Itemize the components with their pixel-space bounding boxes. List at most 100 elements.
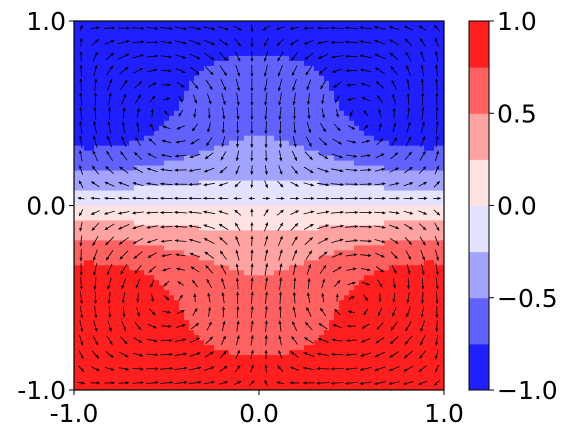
- contour-cell: [374, 110, 380, 117]
- contour-cell: [389, 290, 395, 296]
- contour-cell: [129, 125, 135, 132]
- contour-cell: [109, 125, 115, 132]
- contour-cell: [329, 315, 335, 321]
- contour-cell: [294, 40, 300, 47]
- contour-cell: [354, 220, 360, 227]
- contour-cell: [229, 175, 235, 182]
- contour-cell: [169, 345, 175, 351]
- contour-cell: [419, 295, 425, 301]
- contour-cell: [169, 290, 175, 296]
- contour-cell: [239, 340, 245, 346]
- contour-cell: [144, 335, 150, 341]
- contour-cell: [244, 35, 250, 42]
- contour-cell: [309, 170, 315, 177]
- contour-cell: [344, 335, 350, 341]
- contour-cell: [269, 30, 275, 37]
- contour-cell: [304, 185, 310, 192]
- contour-cell: [134, 270, 140, 276]
- contour-cell: [194, 125, 200, 132]
- contour-cell: [194, 115, 200, 122]
- contour-cell: [389, 170, 395, 177]
- contour-cell: [79, 320, 85, 326]
- contour-cell: [424, 25, 430, 32]
- contour-cell: [79, 290, 85, 296]
- contour-cell: [279, 265, 285, 271]
- contour-cell: [99, 345, 105, 351]
- contour-cell: [174, 165, 180, 172]
- contour-cell: [344, 25, 350, 32]
- contour-cell: [394, 295, 400, 301]
- contour-cell: [109, 335, 115, 341]
- contour-cell: [194, 85, 200, 92]
- contour-cell: [114, 255, 120, 261]
- contour-cell: [104, 300, 110, 306]
- contour-cell: [414, 140, 420, 147]
- contour-cell: [344, 185, 350, 192]
- contour-cell: [79, 140, 85, 147]
- contour-cell: [409, 205, 415, 212]
- contour-cell: [319, 145, 325, 152]
- contour-cell: [129, 105, 135, 112]
- contour-cell: [264, 315, 270, 321]
- contour-cell: [354, 95, 360, 102]
- contour-cell: [374, 140, 380, 147]
- contour-cell: [354, 125, 360, 132]
- contour-cell: [364, 255, 370, 261]
- contour-cell: [179, 140, 185, 147]
- contour-cell: [394, 305, 400, 311]
- contour-cell: [439, 265, 444, 271]
- contour-cell: [279, 240, 285, 246]
- contour-cell: [294, 190, 300, 197]
- contour-cell: [99, 315, 105, 321]
- contour-cell: [194, 75, 200, 82]
- contour-cell: [104, 315, 110, 321]
- contour-cell: [214, 115, 220, 122]
- contour-cell: [159, 165, 165, 172]
- contour-cell: [159, 315, 165, 321]
- contour-cell: [424, 75, 430, 82]
- contour-cell: [239, 120, 245, 127]
- contour-cell: [134, 40, 140, 47]
- contour-cell: [414, 135, 420, 142]
- contour-cell: [404, 265, 410, 271]
- contour-cell: [219, 185, 225, 192]
- contour-cell: [329, 300, 335, 306]
- contour-cell: [184, 110, 190, 117]
- contour-cell: [404, 310, 410, 316]
- contour-cell: [379, 245, 385, 251]
- contour-cell: [229, 250, 235, 256]
- contour-cell: [184, 290, 190, 296]
- contour-cell: [409, 230, 415, 237]
- contour-cell: [304, 295, 310, 301]
- contour-cell: [359, 185, 365, 192]
- contour-cell: [439, 150, 444, 157]
- contour-cell: [264, 35, 270, 42]
- contour-cell: [264, 165, 270, 172]
- contour-cell: [284, 80, 290, 87]
- contour-cell: [114, 305, 120, 311]
- contour-cell: [139, 295, 145, 301]
- contour-cell: [214, 205, 220, 212]
- contour-cell: [174, 115, 180, 122]
- contour-cell: [149, 30, 155, 37]
- contour-cell: [409, 140, 415, 147]
- contour-cell: [284, 200, 290, 207]
- contour-cell: [204, 85, 210, 92]
- contour-cell: [129, 85, 135, 92]
- contour-cell: [379, 215, 385, 222]
- contour-cell: [224, 21, 230, 27]
- contour-cell: [169, 145, 175, 152]
- contour-cell: [269, 245, 275, 251]
- contour-cell: [299, 305, 305, 311]
- contour-cell: [114, 145, 120, 152]
- contour-cell: [204, 175, 210, 182]
- contour-cell: [129, 345, 135, 351]
- contour-cell: [214, 30, 220, 37]
- contour-cell: [144, 310, 150, 316]
- contour-cell: [84, 245, 90, 251]
- contour-cell: [319, 30, 325, 37]
- contour-cell: [409, 115, 415, 122]
- contour-cell: [364, 190, 370, 197]
- contour-cell: [154, 170, 160, 177]
- contour-cell: [359, 325, 365, 331]
